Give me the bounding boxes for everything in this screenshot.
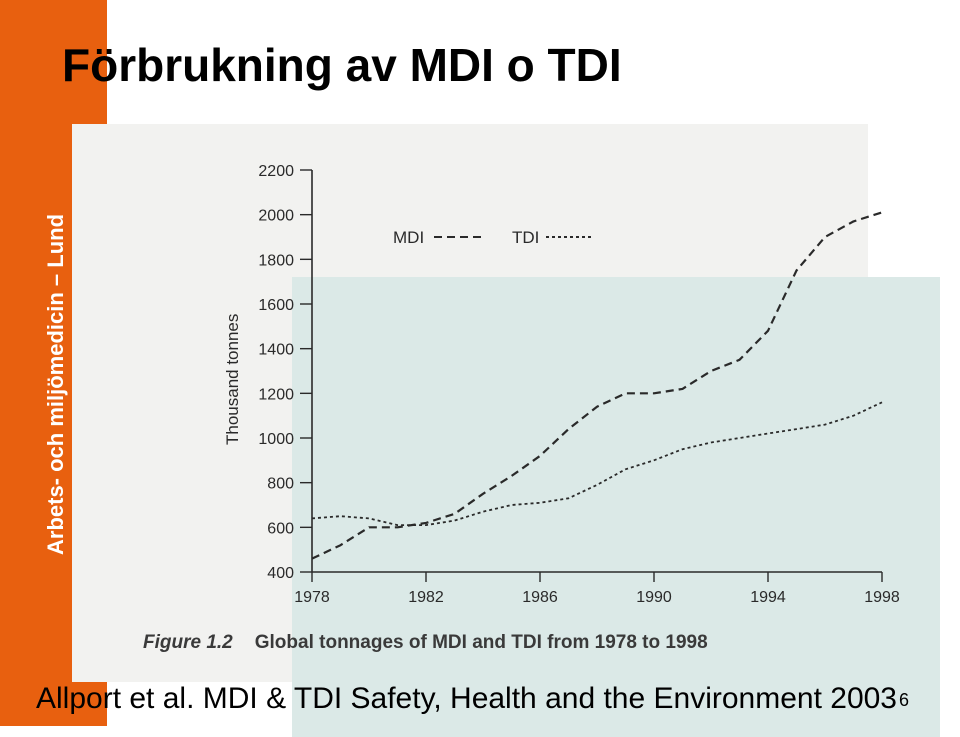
- series-line-mdi: [312, 212, 882, 558]
- legend-label-tdi: TDI: [512, 228, 539, 247]
- y-tick-label: 1000: [258, 431, 294, 448]
- x-tick-label: 1998: [864, 589, 900, 606]
- figure-caption: Figure 1.2 Global tonnages of MDI and TDI…: [143, 632, 708, 654]
- x-tick-label: 1986: [522, 589, 558, 606]
- y-tick-label: 800: [267, 476, 294, 493]
- x-tick-label: 1978: [294, 589, 330, 606]
- y-tick-label: 600: [267, 520, 294, 537]
- x-tick-label: 1990: [636, 589, 672, 606]
- y-tick-label: 1200: [258, 386, 294, 403]
- series-line-tdi: [312, 402, 882, 525]
- y-tick-label: 2000: [258, 208, 294, 225]
- y-tick-label: 1400: [258, 342, 294, 359]
- citation: Allport et al. MDI & TDI Safety, Health …: [36, 682, 897, 716]
- legend-label-mdi: MDI: [393, 228, 424, 247]
- figure-caption-text: Global tonnages of MDI and TDI from 1978…: [255, 632, 708, 653]
- x-tick-label: 1982: [408, 589, 444, 606]
- chart-ticks: 400 600 800 1000 1200 1400 1600 1800 2000 2200 197…: [258, 163, 899, 606]
- y-axis-label: Thousand tonnes: [223, 314, 242, 445]
- x-tick-label: 1994: [750, 589, 786, 606]
- y-tick-label: 400: [267, 565, 294, 582]
- page-number: 6: [899, 690, 909, 711]
- figure-label: Figure 1.2: [143, 632, 233, 653]
- chart-series: [312, 212, 882, 558]
- chart-legend: MDI TDI: [393, 228, 594, 247]
- y-tick-label: 2200: [258, 163, 294, 180]
- y-tick-label: 1600: [258, 297, 294, 314]
- y-tick-label: 1800: [258, 252, 294, 269]
